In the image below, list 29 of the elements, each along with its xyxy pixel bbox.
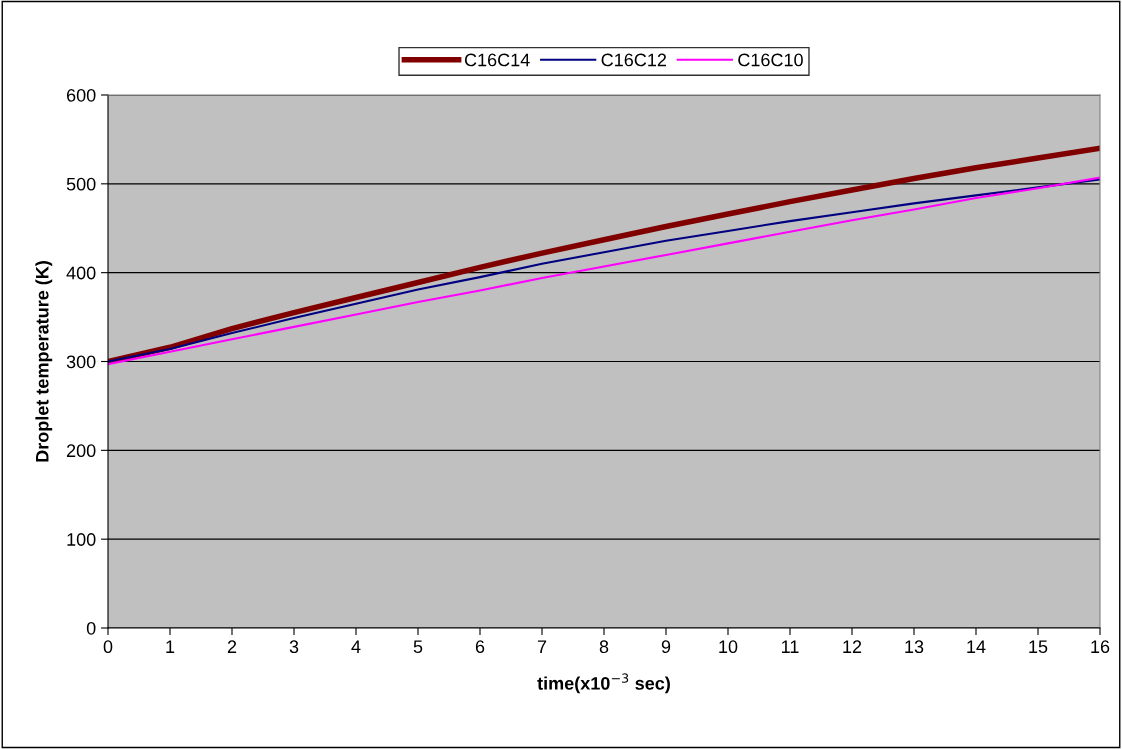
y-tick-label: 400 xyxy=(66,266,96,280)
x-tick-label: 14 xyxy=(967,640,986,653)
x-tick-label: 1 xyxy=(166,640,175,653)
legend-label: C16C12 xyxy=(601,53,667,67)
legend-label: C16C14 xyxy=(464,53,530,67)
x-tick-label: 9 xyxy=(661,640,671,654)
x-tick-label: 2 xyxy=(227,640,237,653)
x-tick-label: 13 xyxy=(905,640,924,654)
x-tick-label: 4 xyxy=(351,640,361,653)
x-tick-label: 12 xyxy=(843,640,862,653)
x-tick-label: 15 xyxy=(1029,640,1048,654)
y-tick-label: 500 xyxy=(66,177,96,191)
y-tick-label: 200 xyxy=(66,444,96,458)
x-tick-label: 6 xyxy=(475,640,485,654)
y-tick-label: 600 xyxy=(66,88,96,102)
x-tick-label: 8 xyxy=(599,640,609,654)
y-tick-label: 0 xyxy=(86,621,96,635)
legend-label: C16C10 xyxy=(738,53,803,67)
x-tick-label: 16 xyxy=(1091,640,1110,654)
x-tick-label: 0 xyxy=(103,640,113,654)
x-tick-label: 7 xyxy=(537,640,547,653)
y-axis-title: Droplet temperature (K) xyxy=(35,261,53,462)
x-tick-label: 10 xyxy=(719,640,738,654)
x-tick-label: 5 xyxy=(413,640,423,654)
x-tick-label: 11 xyxy=(782,640,799,653)
x-tick-label: 3 xyxy=(289,640,299,654)
x-axis-title: time(x10$^{−3}$ sec) xyxy=(537,673,670,694)
y-tick-label: 300 xyxy=(66,355,96,369)
y-tick-label: 100 xyxy=(67,533,96,546)
